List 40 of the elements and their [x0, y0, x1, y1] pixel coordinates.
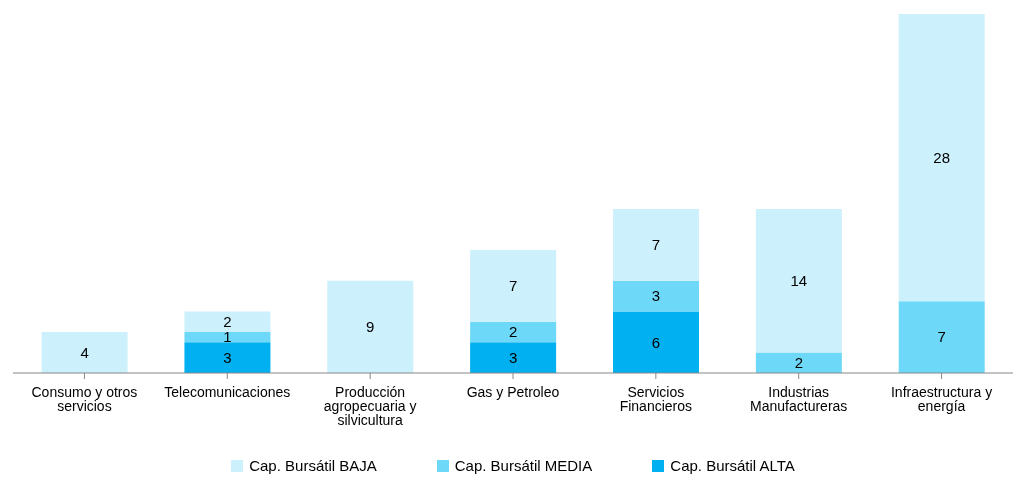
x-tick-label: Consumo y otros servicios: [31, 383, 138, 414]
bar: [613, 208, 699, 281]
data-label: 2: [508, 323, 518, 341]
bar: [184, 311, 271, 332]
data-label: 7: [508, 277, 518, 295]
bar: [41, 331, 128, 373]
data-label: 3: [223, 348, 232, 366]
bar: [327, 280, 414, 373]
data-label: 7: [937, 328, 946, 346]
x-tick-label: Servicios Financieros: [619, 383, 693, 414]
bar: [898, 301, 985, 373]
bar: [755, 352, 842, 373]
bar: [470, 321, 557, 343]
data-label: 7: [651, 236, 661, 254]
x-tick-label: Infraestructura y energía: [890, 383, 993, 414]
x-tick-label: Telecomunicaciones: [164, 383, 291, 400]
data-label: 28: [933, 148, 951, 166]
legend-label: Cap. Bursátil BAJA: [249, 457, 377, 474]
x-tick-label: Industrias Manufactureras: [750, 383, 848, 414]
data-label: 3: [651, 287, 661, 305]
legend-label: Cap. Bursátil ALTA: [670, 457, 795, 474]
bar: [184, 342, 271, 373]
x-tick-label: Producción agropecuaria y silvicultura: [323, 383, 417, 428]
x-tick-label: Gas y Petroleo: [466, 383, 560, 400]
bar: [470, 249, 557, 322]
bar: [898, 14, 985, 302]
bar: [755, 208, 842, 353]
bar: [613, 311, 699, 373]
data-label: 3: [508, 348, 518, 366]
bar: [184, 331, 271, 343]
legend-label: Cap. Bursátil MEDIA: [454, 457, 593, 474]
data-label: 4: [80, 343, 89, 361]
bar: [613, 280, 699, 312]
data-label: 2: [794, 354, 804, 372]
data-label: 1: [223, 328, 232, 346]
bar: [470, 342, 557, 373]
data-label: 2: [223, 313, 232, 331]
data-label: 9: [366, 318, 375, 336]
data-label: 6: [651, 333, 661, 351]
data-label: 14: [790, 272, 808, 290]
